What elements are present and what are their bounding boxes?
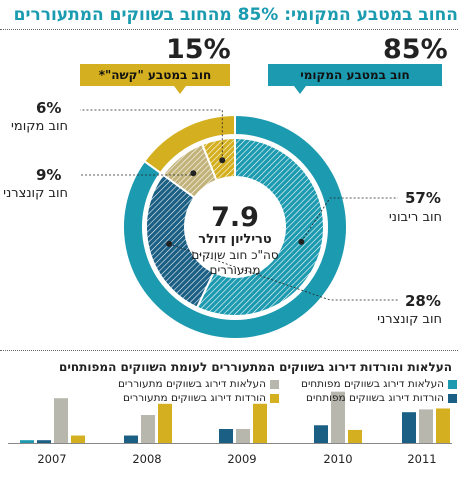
section-divider <box>0 350 458 351</box>
year-label: 2008 <box>132 452 162 466</box>
slice-label-name: חוב קונצרני <box>3 186 68 201</box>
leader-line <box>301 197 398 243</box>
bar <box>219 429 233 443</box>
total-value: 7.9 <box>211 202 259 233</box>
leader-dot <box>166 240 173 247</box>
donut-center: 7.9 טריליון דולר סה"כ חוב שווקים מתעוררי… <box>160 204 310 278</box>
total-unit: טריליון דולר <box>198 232 272 247</box>
legend-label: הורדות דירוג בשווקים מתעוררים <box>123 392 266 404</box>
legend-label: הורדות דירוג בשווקים מפותחים <box>306 392 444 404</box>
outer-ring-slice <box>142 113 236 175</box>
tag-pointer <box>294 86 306 94</box>
page-title: החוב במטבע המקומי: 85% מהחוב בשווקים המת… <box>13 5 458 25</box>
bar <box>54 398 68 443</box>
year-label: 2010 <box>323 452 353 466</box>
bar-chart-title: העלאות והורדות דירוג בשווקים המתעוררים ל… <box>59 360 452 374</box>
legend-label: העלאות דירוג בשווקים מפותחים <box>300 378 444 390</box>
bar <box>20 440 34 443</box>
slice-label-name: חוב קונצרני <box>377 312 442 327</box>
legend-swatch <box>270 380 279 389</box>
bar <box>419 409 433 443</box>
local-debt-tag: חוב במטבע המקומי <box>268 64 442 86</box>
bar <box>314 425 328 443</box>
slice-label-name: חוב מקומי <box>10 119 68 134</box>
year-label: 2007 <box>37 452 67 466</box>
bar <box>402 412 416 443</box>
slice-label-pct: 6% <box>36 99 62 117</box>
legend-swatch <box>448 380 457 389</box>
slice-label-pct: 57% <box>405 189 441 207</box>
bar <box>331 391 345 443</box>
leader-dot <box>219 157 226 164</box>
inner-ring-slice <box>145 173 216 309</box>
legend-swatch <box>448 394 457 403</box>
hard-debt-tag: חוב במטבע "קשה"* <box>80 64 230 86</box>
bar <box>348 429 362 443</box>
total-sub1: סה"כ חוב שווקים <box>191 248 279 262</box>
bar <box>141 415 155 443</box>
slice-label-name: חוב ריבוני <box>388 210 442 225</box>
leader-line <box>169 243 398 301</box>
leader-dot <box>298 238 305 245</box>
slice-label-pct: 28% <box>405 292 441 310</box>
title-divider <box>0 29 458 30</box>
outer-ring-slice <box>122 113 348 340</box>
bar <box>37 440 51 443</box>
bar <box>253 403 267 443</box>
legend-label: העלאות דירוג בשווקים מתעוררים <box>117 378 266 390</box>
bar <box>436 408 450 443</box>
tag-pointer <box>174 86 186 94</box>
year-label: 2011 <box>407 452 437 466</box>
bar <box>158 403 172 443</box>
bar <box>124 435 138 443</box>
total-sub2: מתעוררים <box>209 263 261 277</box>
bar <box>236 429 250 443</box>
leader-line <box>80 109 223 161</box>
year-label: 2009 <box>227 452 257 466</box>
local-debt-percent: 85% <box>383 34 448 65</box>
bar <box>71 435 85 443</box>
inner-ring-slice <box>200 136 236 182</box>
legend-swatch <box>270 394 279 403</box>
hard-debt-percent: 15% <box>166 34 231 65</box>
slice-label-pct: 9% <box>36 166 62 184</box>
leader-dot <box>190 170 197 177</box>
inner-ring-slice <box>195 136 325 317</box>
